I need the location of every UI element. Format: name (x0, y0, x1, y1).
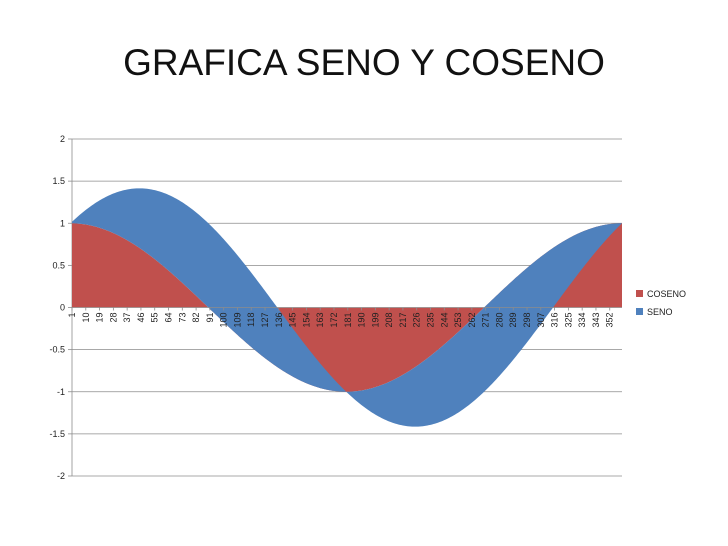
y-tick-label: 0.5 (52, 260, 65, 270)
seno-area (72, 188, 622, 427)
x-tick-label: 235 (425, 313, 435, 328)
x-tick-label: 64 (164, 313, 174, 323)
y-tick-label: 1 (60, 218, 65, 228)
x-tick-label: 262 (467, 313, 477, 328)
x-tick-label: 10 (81, 313, 91, 323)
x-tick-label: 163 (315, 313, 325, 328)
x-tick-label: 325 (563, 313, 573, 328)
x-tick-label: 190 (357, 313, 367, 328)
x-tick-label: 199 (370, 313, 380, 328)
x-axis-ticks: 1 10 19 28 37 46 55 64 73 82 91 100 109 118 127 136 145 1… (67, 307, 615, 328)
x-tick-label: 37 (122, 313, 132, 323)
x-tick-label: 82 (191, 313, 201, 323)
x-tick-label: 280 (494, 313, 504, 328)
legend-label-seno: SENO (647, 307, 673, 317)
y-tick-label: -2 (57, 471, 65, 481)
x-tick-label: 352 (605, 313, 615, 328)
y-tick-label: -0.5 (49, 345, 65, 355)
x-tick-label: 244 (439, 313, 449, 328)
legend-swatch-seno (636, 308, 643, 315)
x-tick-label: 19 (95, 313, 105, 323)
x-tick-label: 181 (343, 313, 353, 328)
x-tick-label: 289 (508, 313, 518, 328)
x-tick-label: 343 (591, 313, 601, 328)
x-tick-label: 316 (550, 313, 560, 328)
legend: COSENO SENO (636, 289, 686, 317)
x-tick-label: 217 (398, 313, 408, 328)
y-tick-label: 2 (60, 134, 65, 144)
x-tick-label: 109 (232, 313, 242, 328)
x-tick-label: 253 (453, 313, 463, 328)
x-tick-label: 154 (301, 313, 311, 328)
y-tick-label: -1 (57, 387, 65, 397)
legend-label-coseno: COSENO (647, 289, 686, 299)
y-axis-ticks: 2 1.5 1 0.5 0 -0.5 -1 -1.5 -2 (49, 134, 65, 481)
x-tick-label: 334 (577, 313, 587, 328)
x-tick-label: 208 (384, 313, 394, 328)
x-tick-label: 100 (219, 313, 229, 328)
x-tick-label: 271 (481, 313, 491, 328)
x-tick-label: 145 (288, 313, 298, 328)
x-tick-label: 46 (136, 313, 146, 323)
x-tick-label: 73 (177, 313, 187, 323)
x-tick-label: 172 (329, 313, 339, 328)
y-tick-label: -1.5 (49, 429, 65, 439)
x-tick-label: 127 (260, 313, 270, 328)
x-tick-label: 307 (536, 313, 546, 328)
x-tick-label: 28 (108, 313, 118, 323)
x-tick-label: 298 (522, 313, 532, 328)
chart-title: GRAFICA SENO Y COSENO (123, 42, 605, 83)
x-tick-label: 55 (150, 313, 160, 323)
y-tick-label: 0 (60, 303, 65, 313)
x-tick-label: 226 (412, 313, 422, 328)
x-tick-label: 136 (274, 313, 284, 328)
legend-swatch-coseno (636, 290, 643, 297)
x-tick-label: 1 (67, 313, 77, 318)
y-tick-label: 1.5 (52, 176, 65, 186)
x-tick-label: 118 (246, 313, 256, 327)
x-tick-label: 91 (205, 313, 215, 323)
